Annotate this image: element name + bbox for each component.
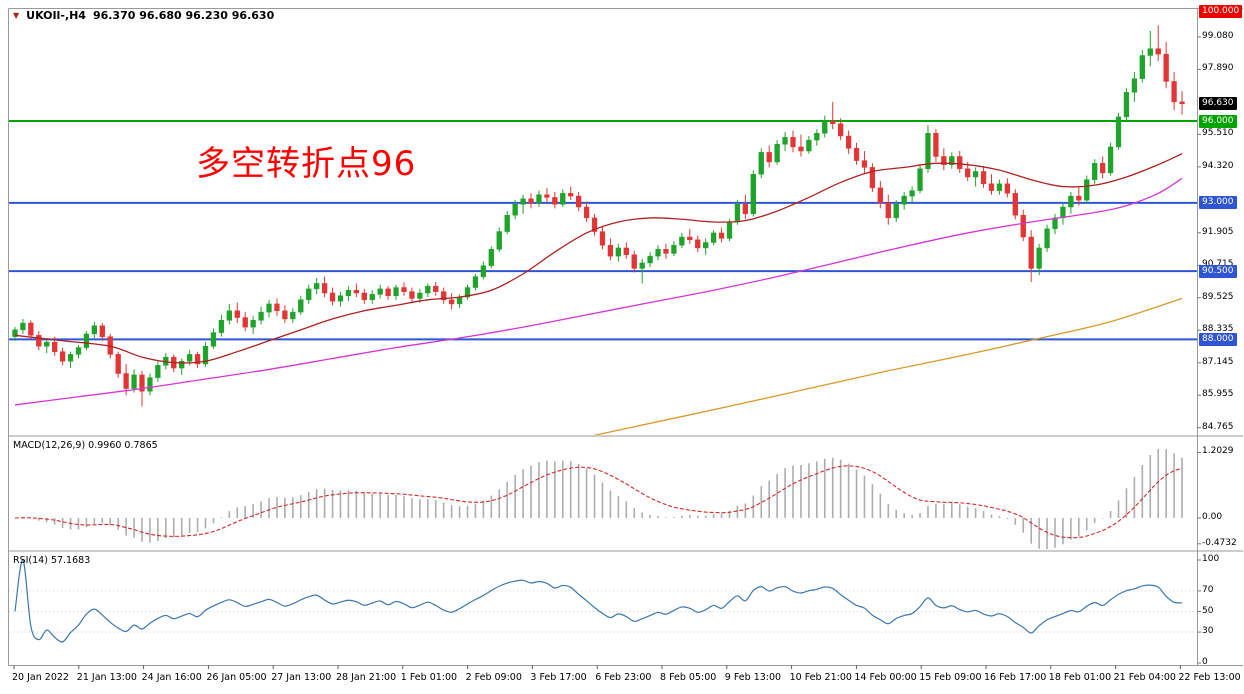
symbol-marker-icon: ▼ [13,10,20,20]
macd-signal-line [14,465,1183,539]
chart-title: ▼ UKOIl-,H4 96.370 96.680 96.230 96.630 [13,9,274,22]
ma-fast-line [14,153,1183,364]
macd-indicator-label: MACD(12,26,9) 0.9960 0.7865 [13,440,158,451]
rsi-indicator-label: RSI(14) 57.1683 [13,555,91,566]
ma-slow-line [592,297,1183,435]
chart-annotation-text: 多空转折点96 [196,144,417,184]
symbol-period-label: UKOIl-,H4 [26,9,86,22]
rsi-line [14,559,1183,643]
current-bar-ohlc: 96.370 96.680 96.230 96.630 [92,9,275,22]
ma-mid-line [14,177,1183,406]
